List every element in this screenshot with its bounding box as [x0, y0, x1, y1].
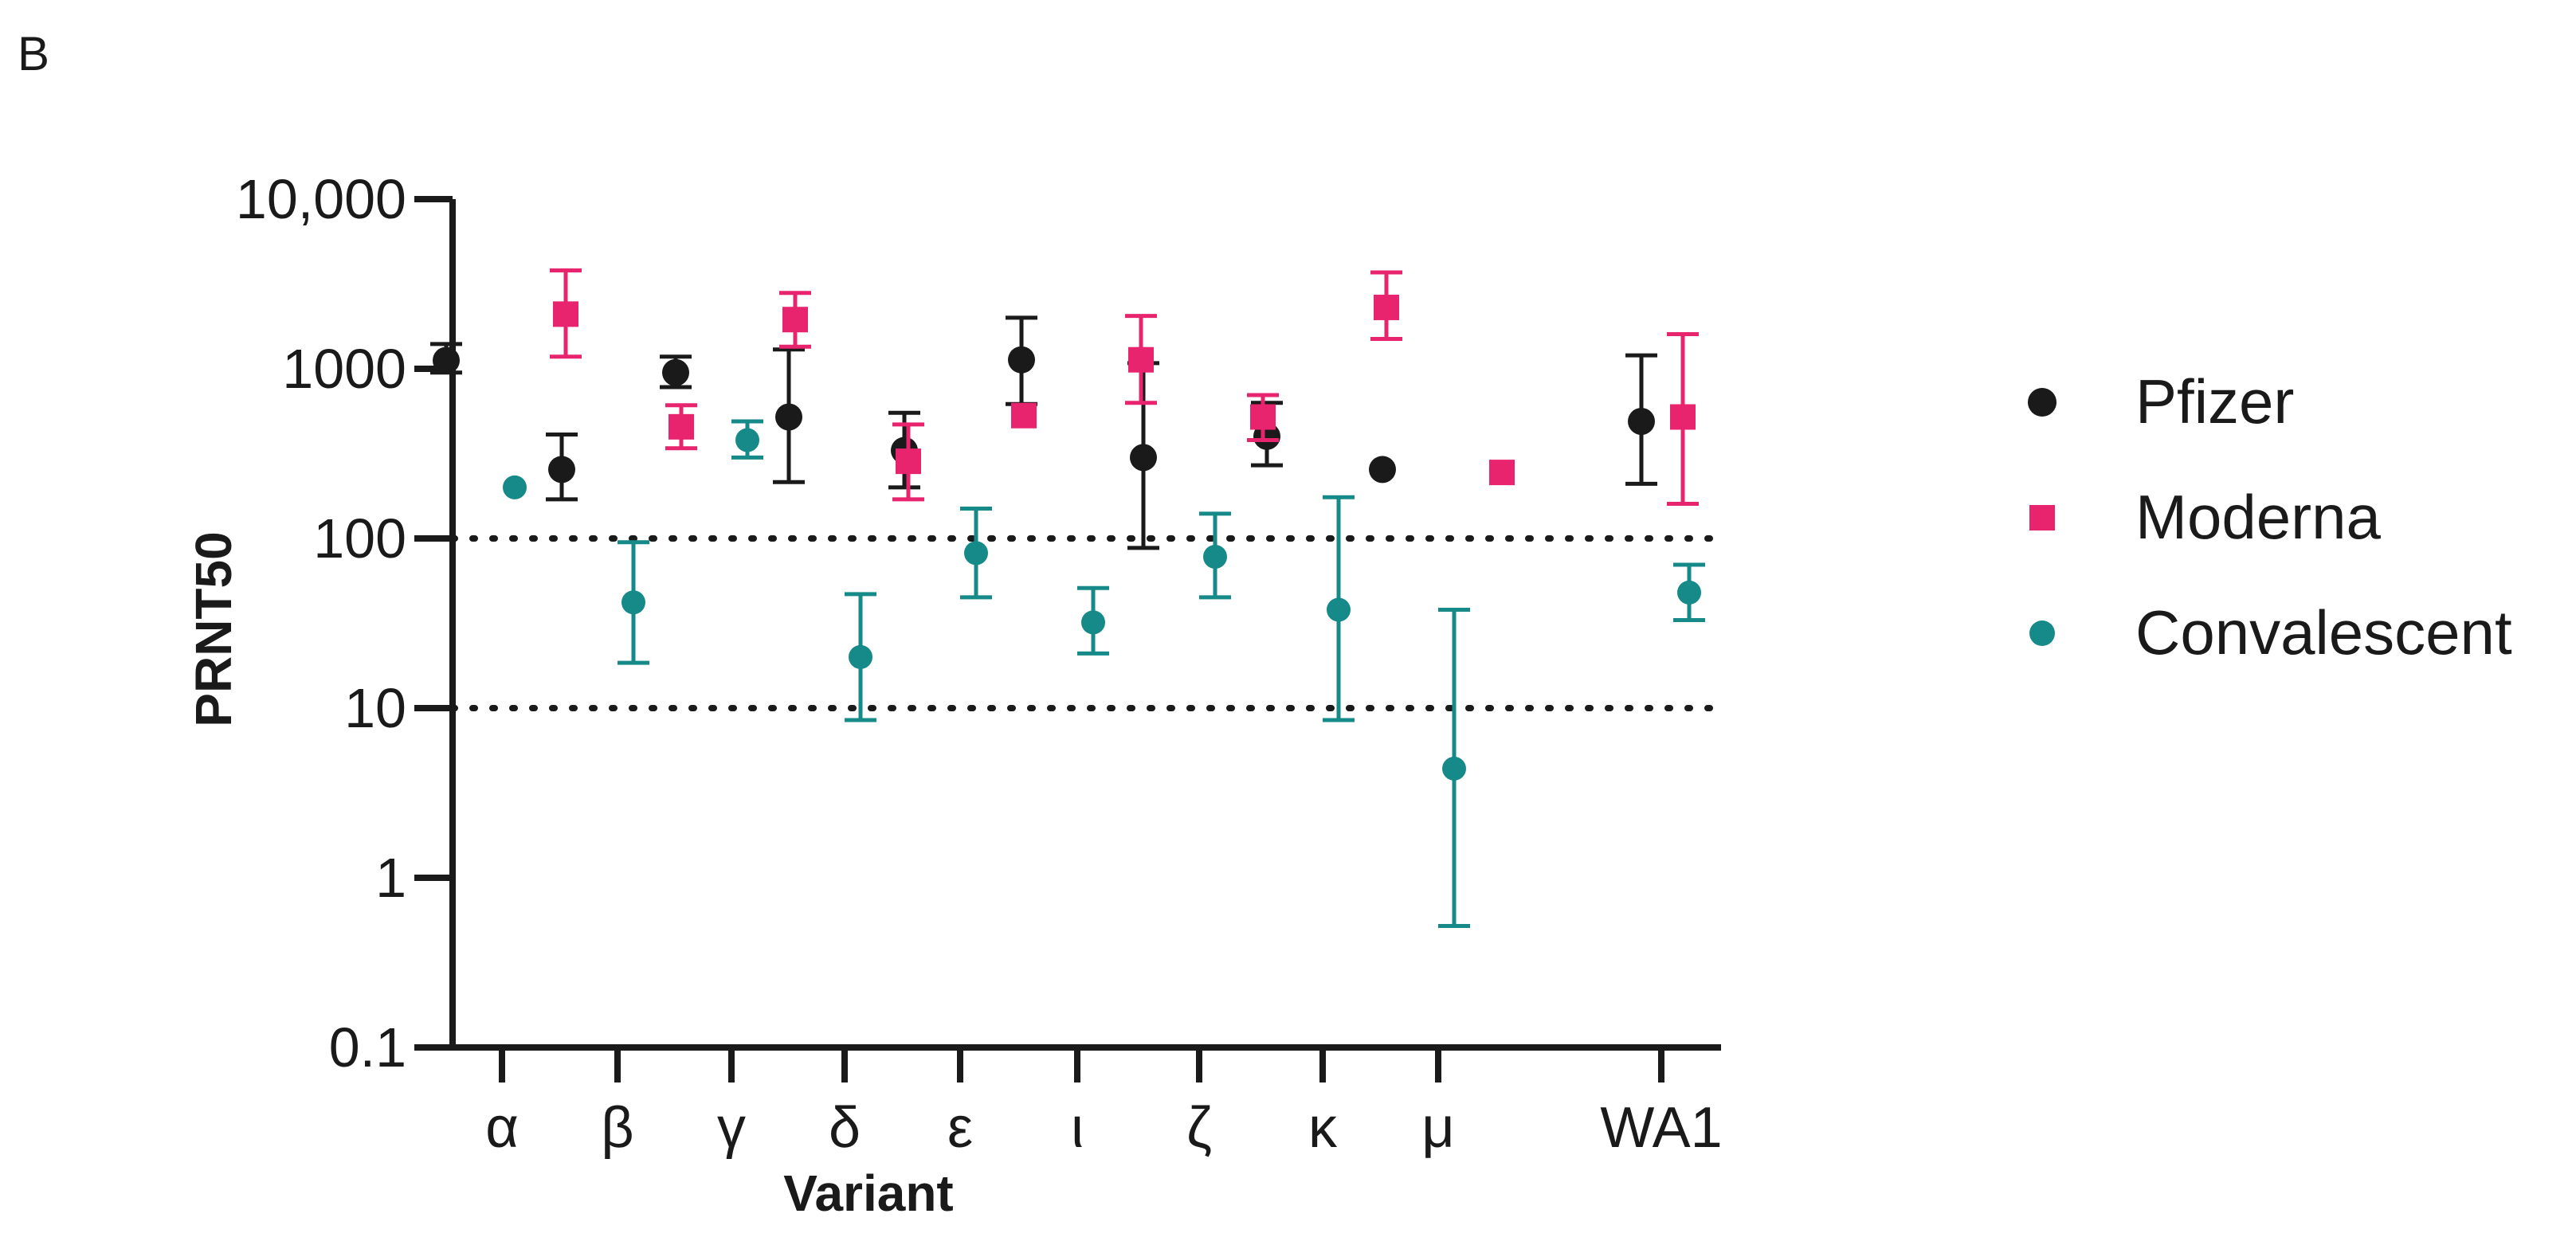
panel-label: B [18, 27, 49, 80]
y-tick-label: 1 [375, 847, 406, 909]
data-point [1250, 404, 1276, 430]
legend-marker [2029, 620, 2055, 646]
data-point [669, 413, 694, 440]
x-tick-label: α [485, 1096, 519, 1160]
data-point [621, 590, 645, 615]
series-pfizer [430, 315, 1657, 550]
legend-item-moderna: Moderna [2029, 482, 2381, 552]
x-tick-label: ι [1071, 1096, 1084, 1160]
x-tick-label: κ [1308, 1096, 1338, 1160]
x-tick-label: WA1 [1600, 1096, 1722, 1160]
legend-marker [2028, 388, 2056, 417]
legend: Pfizer Moderna Convalescent [2028, 366, 2512, 667]
y-tick-labels: 0.1 1 10 100 1000 10,000 [236, 168, 406, 1079]
legend-label: Convalescent [2135, 597, 2512, 667]
y-tick-label: 10,000 [236, 168, 406, 230]
x-tick-label: μ [1421, 1096, 1454, 1160]
data-series [430, 268, 1705, 928]
data-point [1628, 407, 1655, 435]
x-tick-label: δ [829, 1096, 861, 1160]
data-point [782, 307, 808, 333]
y-tick-label: 0.1 [329, 1016, 406, 1079]
x-tick-label: ζ [1186, 1096, 1212, 1160]
data-point [775, 403, 802, 431]
x-tick-label: β [601, 1096, 633, 1160]
data-point [1130, 444, 1157, 472]
x-axis [449, 1044, 1721, 1082]
y-axis-label: PRNT50 [185, 531, 242, 726]
y-axis [414, 196, 456, 1051]
data-point [1442, 756, 1466, 781]
x-tick-label: γ [717, 1096, 746, 1160]
legend-marker [2029, 505, 2055, 530]
series-moderna [550, 268, 1699, 507]
data-point [1008, 346, 1035, 374]
data-point [735, 428, 759, 452]
legend-item-pfizer: Pfizer [2028, 366, 2294, 437]
x-tick-labels: α β γ δ ε ι ζ κ μ WA1 [485, 1096, 1722, 1160]
y-tick-label: 100 [313, 507, 406, 570]
data-point [662, 358, 689, 386]
data-point [1677, 580, 1701, 605]
data-point [1369, 456, 1396, 483]
x-tick-label: ε [947, 1096, 973, 1160]
legend-item-convalescent: Convalescent [2029, 597, 2512, 667]
x-axis-label: Variant [783, 1165, 953, 1222]
data-point [548, 456, 575, 483]
data-point [1374, 294, 1399, 320]
data-point [553, 301, 578, 327]
series-convalescent [503, 419, 1705, 928]
data-point [503, 475, 527, 499]
data-point [964, 541, 988, 566]
data-point [1081, 610, 1105, 635]
data-point [849, 644, 872, 669]
data-point [1489, 460, 1515, 486]
data-point [1128, 346, 1154, 373]
data-point [1670, 404, 1696, 430]
y-tick-label: 10 [344, 677, 406, 739]
legend-label: Pfizer [2135, 366, 2294, 437]
reference-lines [449, 535, 1724, 711]
data-point [896, 448, 921, 475]
data-point [1327, 597, 1351, 622]
data-point [433, 346, 460, 374]
y-tick-label: 1000 [282, 338, 406, 400]
legend-label: Moderna [2135, 482, 2381, 552]
data-point [1011, 402, 1037, 429]
data-point [1203, 544, 1227, 569]
